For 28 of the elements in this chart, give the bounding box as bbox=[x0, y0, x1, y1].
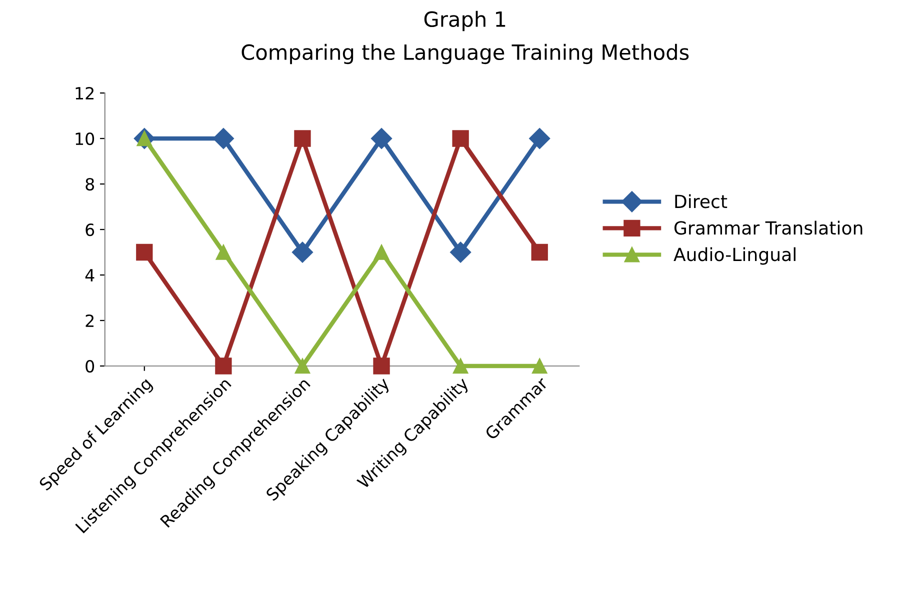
point bbox=[452, 130, 469, 147]
point bbox=[371, 128, 392, 150]
legend-label: Grammar Translation bbox=[674, 220, 862, 235]
point bbox=[529, 128, 550, 150]
point bbox=[136, 244, 153, 261]
legend-label: Audio-Lingual bbox=[674, 247, 796, 265]
point bbox=[532, 358, 548, 374]
y-tick-label: 6 bbox=[86, 223, 94, 236]
point bbox=[374, 244, 390, 260]
point bbox=[373, 358, 390, 374]
point bbox=[452, 358, 468, 374]
point bbox=[531, 244, 548, 261]
point bbox=[216, 244, 232, 260]
point bbox=[215, 358, 232, 374]
chart-title: Graph 1 bbox=[424, 10, 506, 32]
point bbox=[294, 358, 310, 374]
point bbox=[212, 128, 234, 150]
chart-subtitle: Comparing the Language Training Methods bbox=[242, 44, 689, 64]
legend-label: Direct bbox=[675, 194, 728, 208]
point bbox=[294, 130, 311, 147]
y-tick-label: 0 bbox=[86, 360, 94, 373]
y-tick-label: 8 bbox=[86, 178, 94, 191]
point bbox=[450, 242, 472, 263]
point bbox=[292, 242, 313, 263]
y-tick-label: 4 bbox=[85, 269, 94, 282]
y-tick-label: 10 bbox=[76, 132, 94, 146]
y-tick-label: 12 bbox=[76, 86, 94, 100]
y-tick-label: 2 bbox=[86, 314, 94, 327]
